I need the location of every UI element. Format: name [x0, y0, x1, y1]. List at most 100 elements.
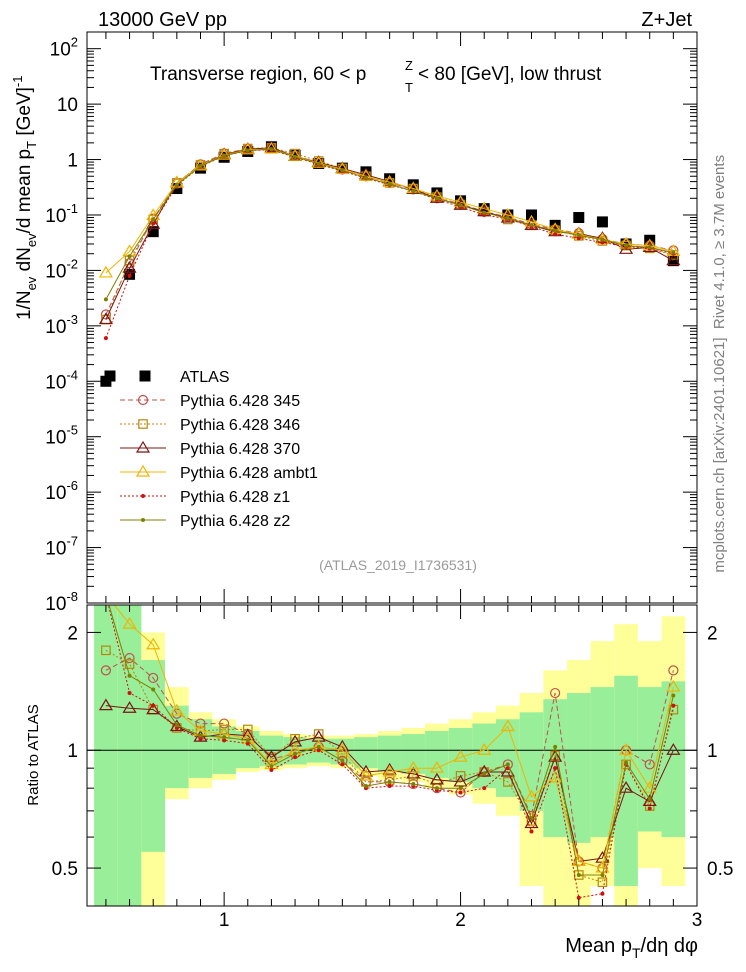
ratio-point-pythia-6-428-z1	[293, 755, 298, 760]
point-pythia-6-428-z2	[269, 147, 274, 152]
ratio-point-pythia-6-428-370	[382, 762, 397, 775]
point-pythia-6-428-z2	[505, 216, 510, 221]
x-tick-label: 3	[692, 910, 703, 931]
point-atlas	[265, 141, 277, 153]
legend-label: ATLAS	[180, 369, 230, 386]
ratio-point-pythia-6-428-z2	[222, 735, 227, 740]
point-pythia-6-428-z2	[245, 148, 250, 153]
y-tick-label: 10-5	[45, 423, 78, 449]
series-line-pythia-6-428-ambt1	[105, 148, 674, 274]
plot-title-subscript: T	[405, 80, 413, 95]
ratio-point-pythia-6-428-346	[313, 729, 324, 739]
ratio-point-pythia-6-428-z2	[316, 744, 321, 749]
point-pythia-6-428-z1	[576, 236, 581, 241]
ratio-point-pythia-6-428-z2	[387, 779, 392, 784]
ratio-point-pythia-6-428-z2	[505, 762, 510, 767]
point-pythia-6-428-z2	[127, 254, 132, 259]
ratio-point-pythia-6-428-345	[644, 759, 655, 770]
ratio-point-pythia-6-428-ambt1	[453, 750, 468, 762]
ratio-point-pythia-6-428-ambt1	[500, 719, 515, 732]
point-pythia-6-428-z2	[600, 237, 605, 242]
ratio-point-pythia-6-428-ambt1	[335, 743, 350, 755]
point-pythia-6-428-z2	[458, 203, 463, 208]
legend-label: Pythia 6.428 370	[180, 441, 300, 458]
ratio-point-pythia-6-428-z2	[671, 693, 676, 698]
ratio-point-pythia-6-428-z2	[198, 733, 203, 738]
ratio-point-pythia-6-428-370	[666, 743, 681, 755]
point-pythia-6-428-z1	[553, 232, 558, 237]
legend-label: Pythia 6.428 345	[180, 393, 300, 410]
main-y-axis-label: 1/Nev dNev/d mean pT [GeV]-1	[10, 76, 39, 321]
main-plot-series	[98, 140, 681, 387]
ratio-axes: 0.5 0.5 1 1 2 2 1 2 3	[52, 605, 733, 931]
y-tick-label: 102	[50, 35, 78, 61]
ratio-point-pythia-6-428-ambt1	[146, 637, 161, 650]
ratio-point-pythia-6-428-346	[124, 659, 135, 669]
y-tick-label: 10	[57, 95, 78, 116]
y-tick-label: 10-4	[45, 367, 78, 393]
ratio-point-pythia-6-428-ambt1	[524, 789, 539, 802]
legend: ATLAS Pythia 6.428 345 Pythia 6.428 346 Pyt…	[104, 369, 318, 530]
ratio-point-pythia-6-428-z1	[671, 703, 676, 708]
point-pythia-6-428-z2	[293, 154, 298, 159]
green-band-bin	[141, 660, 166, 852]
ratio-point-pythia-6-428-370	[406, 766, 421, 779]
legend-entry-pythia-6-428-345: Pythia 6.428 345	[120, 393, 300, 410]
green-band-bin	[330, 738, 355, 765]
green-band-bin	[377, 735, 402, 772]
ratio-point-pythia-6-428-z2	[458, 786, 463, 791]
ratio-plot-frame	[86, 604, 698, 907]
y-tick-label: 10-2	[45, 256, 78, 282]
legend-entry-pythia-6-428-346: Pythia 6.428 346	[120, 417, 300, 434]
legend-marker	[135, 464, 151, 477]
legend-marker	[141, 494, 145, 498]
ratio-point-pythia-6-428-z2	[269, 764, 274, 769]
ratio-point-pythia-6-428-z1	[127, 691, 132, 696]
ratio-uncertainty-bands	[94, 605, 686, 906]
point-atlas	[573, 212, 585, 224]
green-band-bin	[117, 605, 142, 906]
ratio-y-tick-label: 0.5	[52, 859, 78, 880]
ratio-point-pythia-6-428-z2	[127, 673, 132, 678]
point-atlas	[455, 195, 467, 207]
point-pythia-6-428-370	[122, 260, 137, 273]
ratio-point-pythia-6-428-345	[100, 665, 112, 676]
green-band-bin	[566, 693, 591, 843]
legend-label: Pythia 6.428 z2	[180, 513, 290, 530]
point-atlas	[596, 216, 608, 228]
point-pythia-6-428-ambt1	[217, 147, 232, 160]
header-energy: 13000 GeV pp	[98, 9, 227, 31]
ratio-point-pythia-6-428-ambt1	[477, 743, 492, 755]
green-band-bin	[425, 730, 449, 778]
point-pythia-6-428-z1	[103, 336, 108, 341]
ratio-point-pythia-6-428-z2	[245, 738, 250, 743]
analysis-watermark: (ATLAS_2019_I1736531)	[319, 557, 477, 573]
green-band-bin	[354, 737, 378, 769]
point-pythia-6-428-z1	[600, 240, 605, 245]
point-pythia-6-428-z2	[529, 222, 534, 227]
legend-marker	[139, 370, 151, 382]
point-pythia-6-428-z2	[151, 217, 156, 222]
green-band-bin	[401, 734, 426, 774]
ratio-y-tick-label: 2	[67, 623, 78, 644]
ratio-point-pythia-6-428-z1	[458, 790, 463, 795]
point-pythia-6-428-z2	[316, 161, 321, 166]
ratio-y-axis-label: Ratio to ATLAS	[25, 704, 42, 805]
ratio-point-pythia-6-428-345	[195, 718, 206, 729]
point-pythia-6-428-ambt1	[240, 142, 255, 155]
ratio-point-pythia-6-428-z2	[174, 723, 179, 728]
legend-entry-pythia-6-428-z1: Pythia 6.428 z1	[120, 489, 290, 506]
ratio-point-pythia-6-428-ambt1	[169, 703, 184, 716]
legend-marker	[137, 394, 149, 406]
point-pythia-6-428-z2	[624, 243, 629, 248]
ratio-point-pythia-6-428-ambt1	[429, 760, 444, 773]
green-band-bin	[637, 687, 662, 832]
point-pythia-6-428-z2	[576, 233, 581, 238]
point-pythia-6-428-z2	[198, 164, 203, 169]
legend-marker	[104, 370, 116, 382]
ratio-point-pythia-6-428-370	[429, 772, 444, 785]
legend-entry-pythia-6-428-370: Pythia 6.428 370	[120, 440, 300, 458]
ratio-point-pythia-6-428-370	[619, 781, 634, 793]
ratio-point-pythia-6-428-z1	[269, 768, 274, 773]
point-pythia-6-428-z2	[553, 228, 558, 233]
